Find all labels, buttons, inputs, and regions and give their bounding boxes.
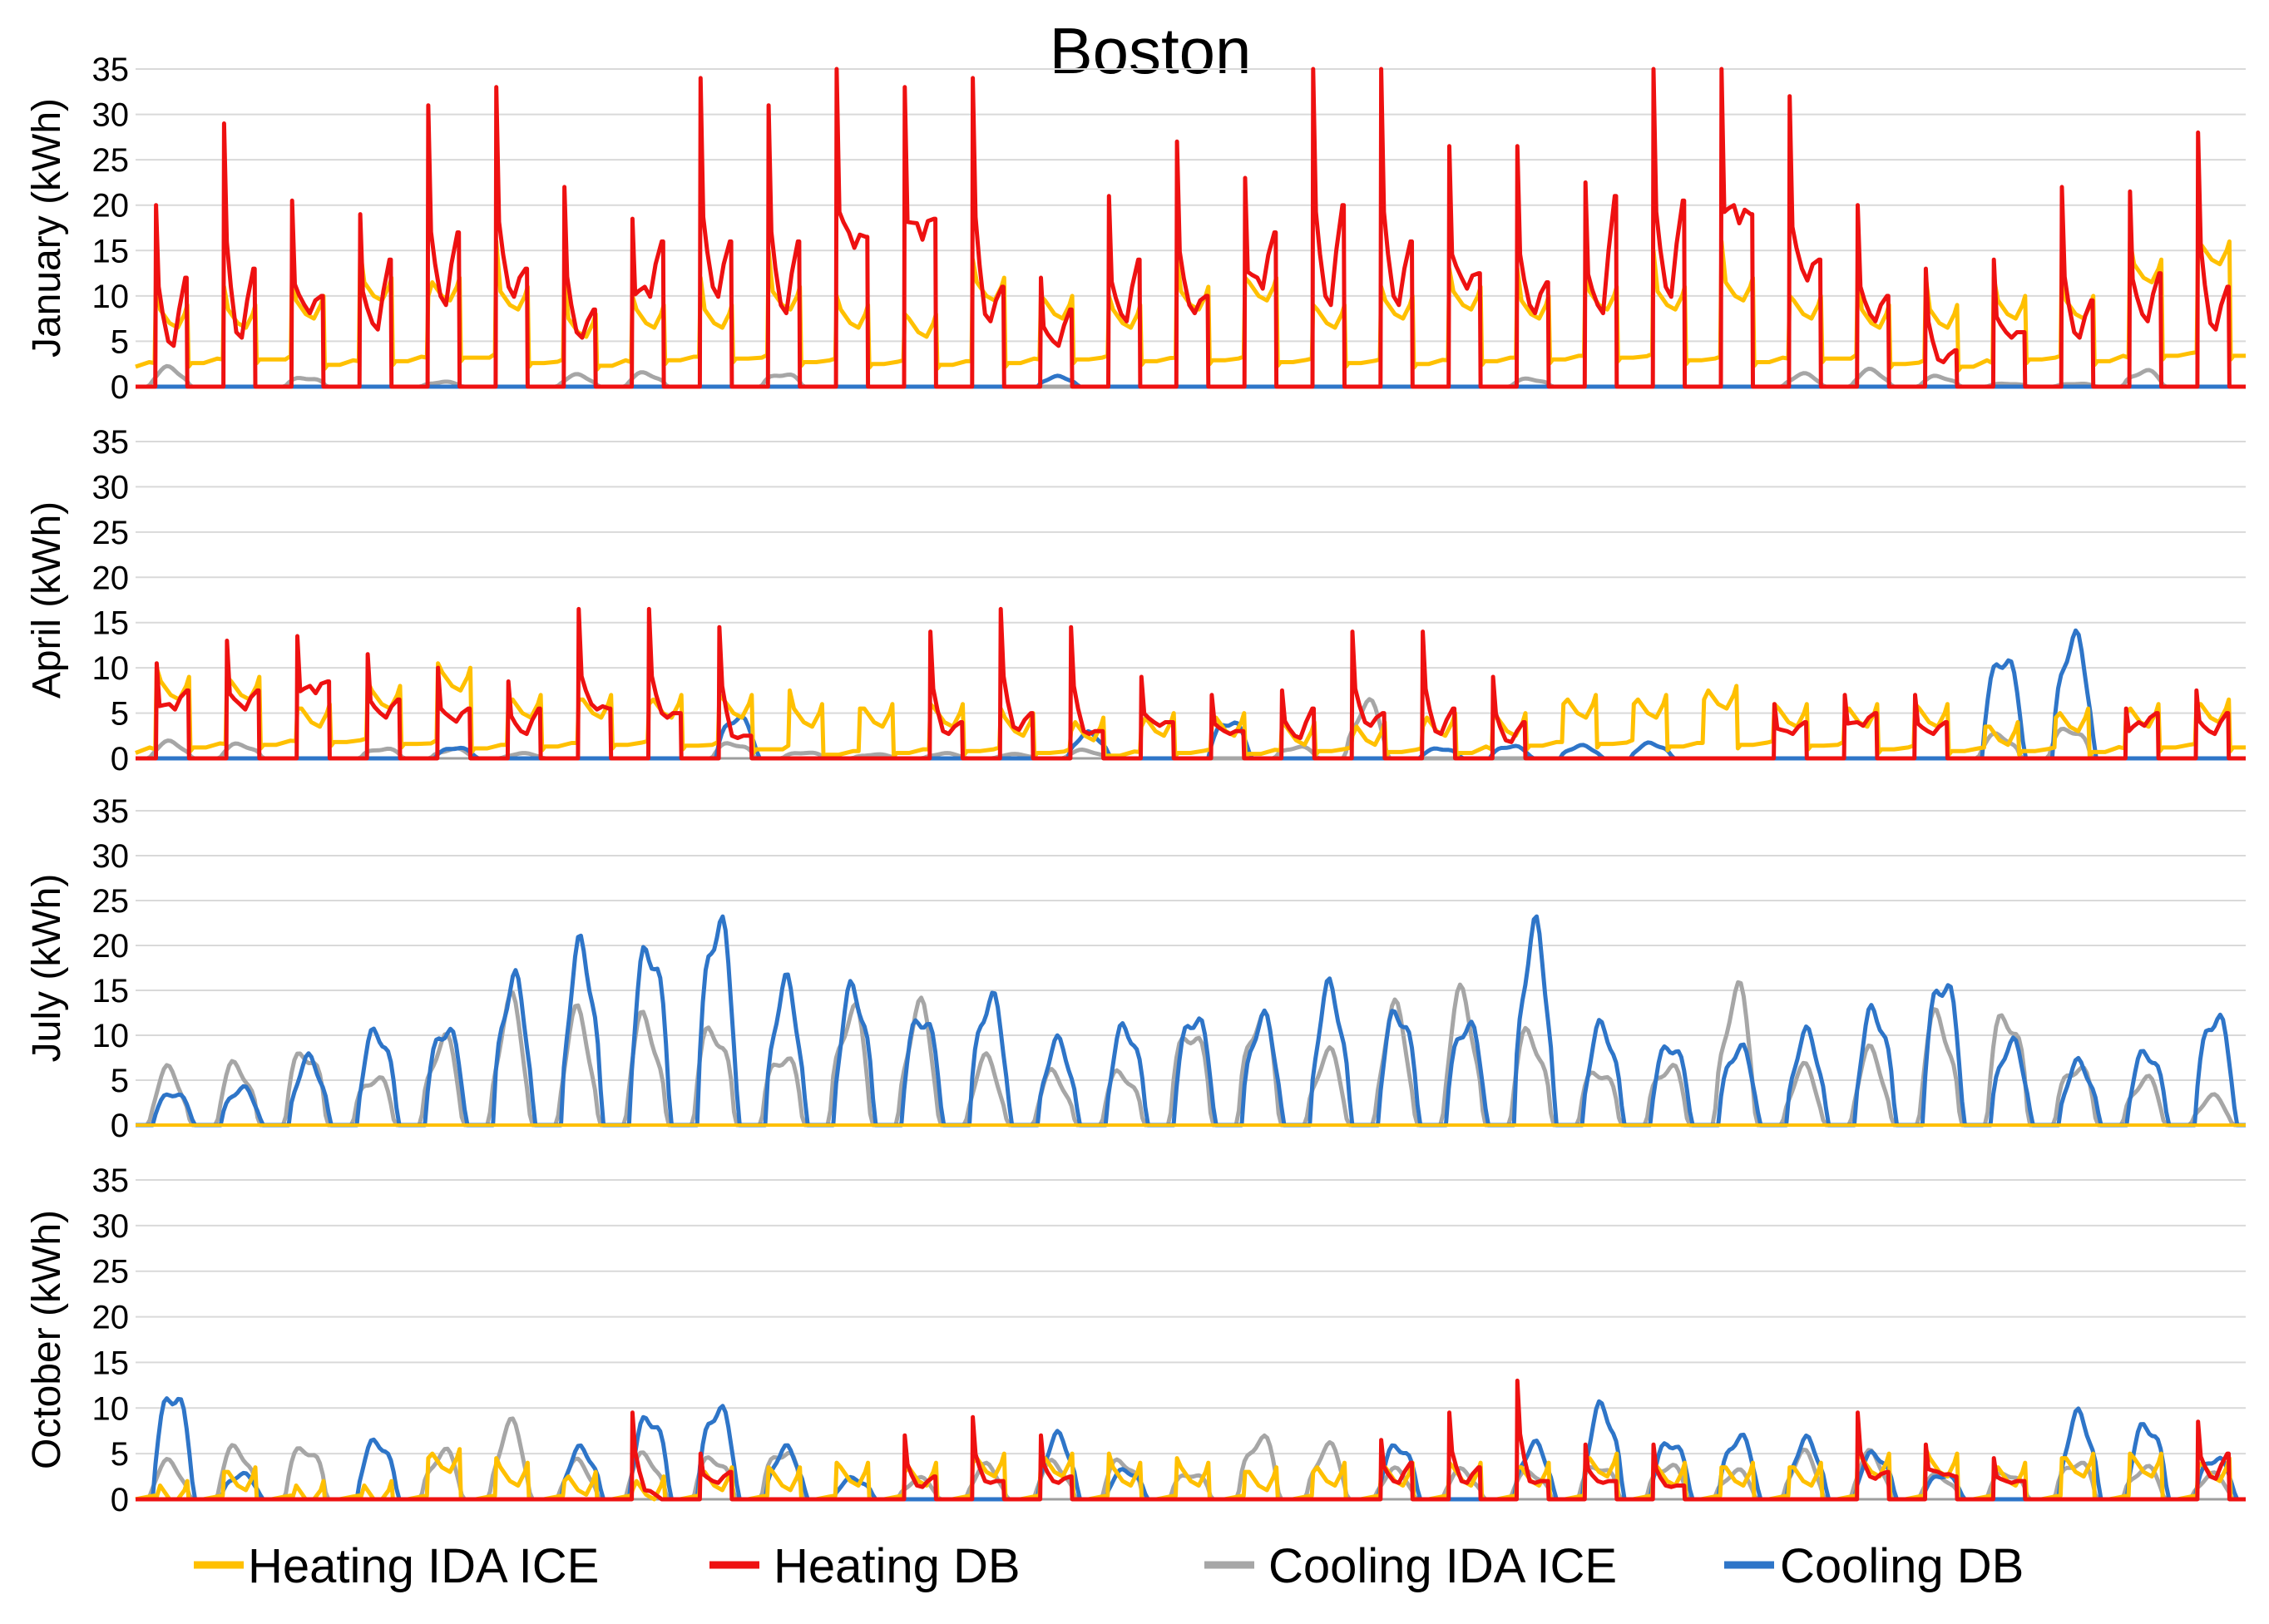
y-tick-label: 10 [92,1390,130,1427]
y-tick-label: 0 [111,369,129,406]
y-tick-label: 30 [92,97,130,134]
y-tick-label: 20 [92,560,130,596]
y-tick-label: 10 [92,650,130,687]
y-tick-label: 35 [92,424,130,461]
series-line-cooling-db-july [136,914,2246,1128]
y-tick-label: 5 [111,1063,129,1099]
y-tick-label: 30 [92,838,130,875]
series-line-heating-db-october [136,1378,2246,1502]
series-line-heating-db-january [136,67,2246,389]
y-tick-label: 15 [92,605,130,642]
y-tick-label: 35 [92,52,130,88]
legend-label-heating-db: Heating DB [774,1539,1021,1593]
y-tick-label: 10 [92,1018,130,1054]
panel-april: 0 5 10 15 20 25 30 35 April (kWh) [25,424,2246,777]
y-axis-title-january: January (kWh) [25,98,69,358]
y-tick-label: 10 [92,279,130,315]
legend-item-heating-ida-ice: Heating IDA ICE [194,1539,599,1593]
y-tick-label: 15 [92,1345,130,1381]
y-axis-title-october: October (kWh) [25,1210,69,1469]
legend: Heating IDA ICE Heating DB Cooling IDA I… [194,1539,2024,1593]
series-line-cooling-ida-ice-january [136,363,2246,389]
series-line-heating-db-april [136,606,2246,761]
y-tick-label: 5 [111,1436,129,1473]
series-line-cooling-db-october [136,1396,2246,1502]
series-line-cooling-db-april [136,628,2246,761]
series-line-heating-ida-ice-april [135,661,2246,761]
legend-item-cooling-db: Cooling DB [1724,1539,2024,1593]
y-tick-label: 15 [92,973,130,1009]
y-tick-label: 5 [111,323,129,360]
y-tick-label: 15 [92,233,130,269]
y-tick-label: 0 [111,741,129,777]
panel-january: 0 5 10 15 20 25 30 35 January (kWh) [25,52,2246,406]
legend-label-heating-ida-ice: Heating IDA ICE [248,1539,599,1593]
legend-item-heating-db: Heating DB [709,1539,1021,1593]
y-tick-label: 35 [92,793,130,830]
y-tick-label: 0 [111,1108,129,1144]
y-tick-label: 25 [92,883,130,920]
y-tick-label: 25 [92,515,130,551]
panel-july: 0 5 10 15 20 25 30 35 July (kWh) [25,793,2246,1144]
y-tick-label: 30 [92,1208,130,1245]
y-axis-title-april: April (kWh) [25,501,69,698]
y-tick-label: 25 [92,142,130,179]
y-tick-label: 20 [92,1300,130,1336]
y-tick-label: 20 [92,188,130,225]
y-tick-label: 35 [92,1162,130,1199]
chart-panels: 0 5 10 15 20 25 30 35 January (kWh) 0 5 10 15 20 25 30 3… [25,52,2246,1518]
panel-october: 0 5 10 15 20 25 30 35 October (kWh) [25,1162,2246,1518]
chart-title: Boston [1050,14,1252,87]
legend-label-cooling-ida-ice: Cooling IDA ICE [1268,1539,1617,1593]
y-tick-label: 0 [111,1482,129,1518]
y-axis-title-july: July (kWh) [25,874,69,1063]
series-line-cooling-ida-ice-july [136,980,2246,1128]
y-tick-label: 30 [92,469,130,506]
y-tick-label: 5 [111,696,129,733]
legend-label-cooling-db: Cooling DB [1780,1539,2024,1593]
y-tick-label: 20 [92,928,130,965]
legend-item-cooling-ida-ice: Cooling IDA ICE [1204,1539,1617,1593]
y-tick-label: 25 [92,1254,130,1291]
